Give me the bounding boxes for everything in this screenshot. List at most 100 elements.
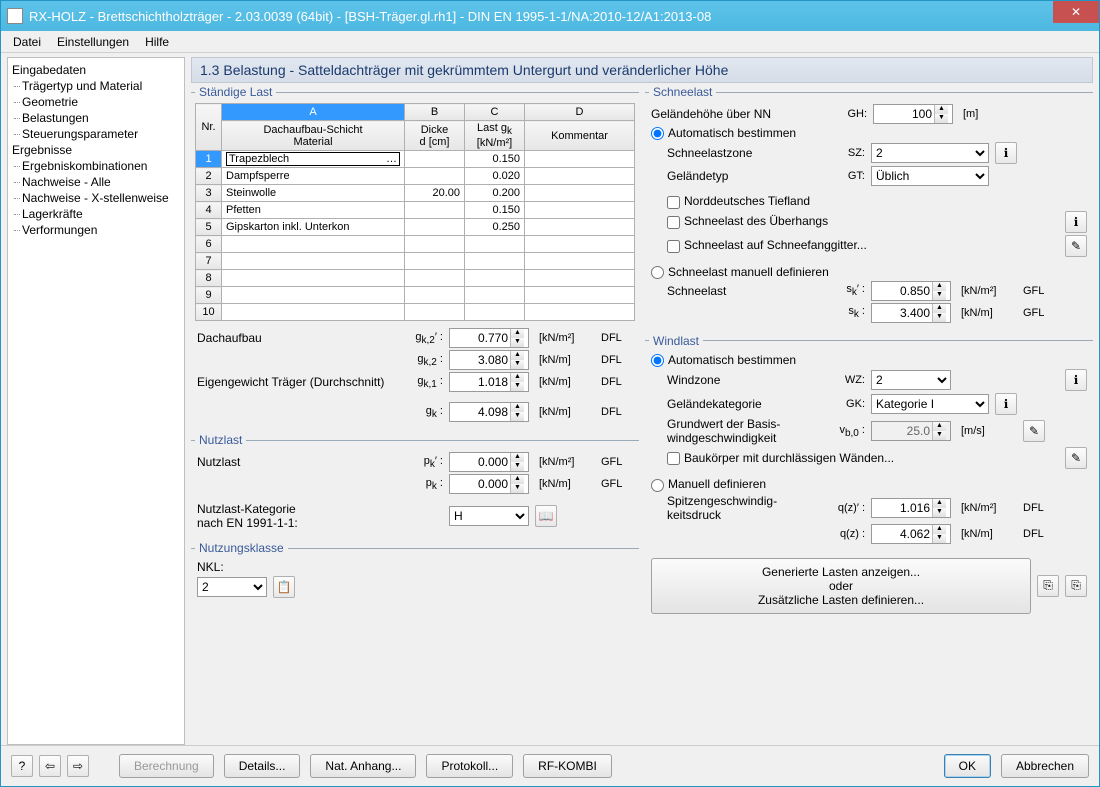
cell-kommentar[interactable] xyxy=(525,151,635,168)
radio-man-schnee[interactable]: Schneelast manuell definieren xyxy=(651,265,829,279)
cell-material[interactable] xyxy=(222,304,405,321)
prev-icon[interactable]: ⇦ xyxy=(39,755,61,777)
cb-baukoerper[interactable]: Baukörper mit durchlässigen Wänden... xyxy=(667,451,894,465)
edit-icon[interactable]: ✎ xyxy=(1065,235,1087,257)
cell-dicke[interactable] xyxy=(405,151,465,168)
cell-last[interactable]: 0.250 xyxy=(465,219,525,236)
cell-kommentar[interactable] xyxy=(525,168,635,185)
tree-item-steuerung[interactable]: Steuerungsparameter xyxy=(10,126,182,142)
tree-item-nachweise-x[interactable]: Nachweise - X-stellenweise xyxy=(10,190,182,206)
menu-help[interactable]: Hilfe xyxy=(137,33,177,51)
cell-kommentar[interactable] xyxy=(525,185,635,202)
input-pk2[interactable]: ▲▼ xyxy=(449,474,529,494)
load-table[interactable]: Nr. A B C D Dachaufbau-SchichtMaterial D… xyxy=(195,103,635,321)
col-a[interactable]: A xyxy=(222,104,405,121)
select-gt[interactable]: Üblich xyxy=(871,166,989,186)
cell-material[interactable]: Trapezblech xyxy=(222,151,405,168)
cell-last[interactable] xyxy=(465,270,525,287)
cell-last[interactable] xyxy=(465,253,525,270)
radio-auto-schnee[interactable]: Automatisch bestimmen xyxy=(651,126,796,140)
cell-last[interactable] xyxy=(465,236,525,253)
tree-item-geometrie[interactable]: Geometrie xyxy=(10,94,182,110)
cell-dicke[interactable] xyxy=(405,219,465,236)
cell-material[interactable]: Dampfsperre xyxy=(222,168,405,185)
cell-last[interactable] xyxy=(465,304,525,321)
input-sk1[interactable]: ▲▼ xyxy=(871,281,951,301)
cell-last[interactable]: 0.150 xyxy=(465,202,525,219)
info-icon[interactable]: ℹ xyxy=(995,393,1017,415)
cell-dicke[interactable] xyxy=(405,168,465,185)
cell-dicke[interactable] xyxy=(405,253,465,270)
cell-dicke[interactable] xyxy=(405,202,465,219)
info-icon[interactable]: ℹ xyxy=(1065,211,1087,233)
table-row-header[interactable]: 3 xyxy=(196,185,222,202)
input-gk[interactable]: ▲▼ xyxy=(449,402,529,422)
cell-dicke[interactable] xyxy=(405,270,465,287)
radio-man-wind[interactable]: Manuell definieren xyxy=(651,477,766,491)
info-icon[interactable]: ℹ xyxy=(995,142,1017,164)
cell-last[interactable]: 0.200 xyxy=(465,185,525,202)
cell-dicke[interactable]: 20.00 xyxy=(405,185,465,202)
menu-file[interactable]: Datei xyxy=(5,33,49,51)
cell-material[interactable]: Pfetten xyxy=(222,202,405,219)
table-row-header[interactable]: 7 xyxy=(196,253,222,270)
copy-icon[interactable]: ⎘ xyxy=(1037,575,1059,597)
input-gk2p[interactable]: ▲▼ xyxy=(449,328,529,348)
cell-kommentar[interactable] xyxy=(525,202,635,219)
cell-material[interactable] xyxy=(222,287,405,304)
col-b[interactable]: B xyxy=(405,104,465,121)
cell-material[interactable]: Gipskarton inkl. Unterkon xyxy=(222,219,405,236)
input-gk1[interactable]: ▲▼ xyxy=(449,372,529,392)
table-row-header[interactable]: 1 xyxy=(196,151,222,168)
cb-nord[interactable]: Norddeutsches Tiefland xyxy=(667,194,810,208)
table-row-header[interactable]: 8 xyxy=(196,270,222,287)
radio-auto-wind[interactable]: Automatisch bestimmen xyxy=(651,353,796,367)
cell-kommentar[interactable] xyxy=(525,236,635,253)
cell-kommentar[interactable] xyxy=(525,287,635,304)
input-gk2[interactable]: ▲▼ xyxy=(449,350,529,370)
cell-last[interactable] xyxy=(465,287,525,304)
input-pk1[interactable]: ▲▼ xyxy=(449,452,529,472)
cell-dicke[interactable] xyxy=(405,236,465,253)
cb-fanggitter[interactable]: Schneelast auf Schneefanggitter... xyxy=(667,238,867,252)
table-row-header[interactable]: 2 xyxy=(196,168,222,185)
cell-material[interactable] xyxy=(222,270,405,287)
tree-group-input[interactable]: Eingabedaten xyxy=(10,62,182,78)
tree-item-verformungen[interactable]: Verformungen xyxy=(10,222,182,238)
button-rfkombi[interactable]: RF-KOMBI xyxy=(523,754,612,778)
edit-icon[interactable]: ✎ xyxy=(1023,420,1045,442)
copy-icon[interactable]: ⎘ xyxy=(1065,575,1087,597)
book-icon[interactable]: 📖 xyxy=(535,505,557,527)
cell-dicke[interactable] xyxy=(405,287,465,304)
cb-ueberhang[interactable]: Schneelast des Überhangs xyxy=(667,214,828,228)
cell-material[interactable] xyxy=(222,253,405,270)
edit-icon[interactable]: ✎ xyxy=(1065,447,1087,469)
tree-item-nachweise-alle[interactable]: Nachweise - Alle xyxy=(10,174,182,190)
select-sz[interactable]: 2 xyxy=(871,143,989,163)
close-button[interactable]: ✕ xyxy=(1053,1,1099,23)
select-kategorie[interactable]: H xyxy=(449,506,529,526)
tree-item-ergebnis[interactable]: Ergebniskombinationen xyxy=(10,158,182,174)
tree-item-lager[interactable]: Lagerkräfte xyxy=(10,206,182,222)
cell-kommentar[interactable] xyxy=(525,304,635,321)
tree-item-belastungen[interactable]: Belastungen xyxy=(10,110,182,126)
input-qz2[interactable]: ▲▼ xyxy=(871,524,951,544)
button-protokoll[interactable]: Protokoll... xyxy=(426,754,513,778)
table-row-header[interactable]: 4 xyxy=(196,202,222,219)
menu-settings[interactable]: Einstellungen xyxy=(49,33,137,51)
select-nkl[interactable]: 2 xyxy=(197,577,267,597)
nkl-icon[interactable]: 📋 xyxy=(273,576,295,598)
table-row-header[interactable]: 5 xyxy=(196,219,222,236)
next-icon[interactable]: ⇨ xyxy=(67,755,89,777)
help-icon[interactable]: ? xyxy=(11,755,33,777)
cell-last[interactable]: 0.020 xyxy=(465,168,525,185)
cell-material[interactable]: Steinwolle xyxy=(222,185,405,202)
tree-group-results[interactable]: Ergebnisse xyxy=(10,142,182,158)
cell-last[interactable]: 0.150 xyxy=(465,151,525,168)
cell-kommentar[interactable] xyxy=(525,219,635,236)
info-icon[interactable]: ℹ xyxy=(1065,369,1087,391)
input-sk2[interactable]: ▲▼ xyxy=(871,303,951,323)
cell-kommentar[interactable] xyxy=(525,270,635,287)
table-row-header[interactable]: 10 xyxy=(196,304,222,321)
button-ok[interactable]: OK xyxy=(944,754,991,778)
